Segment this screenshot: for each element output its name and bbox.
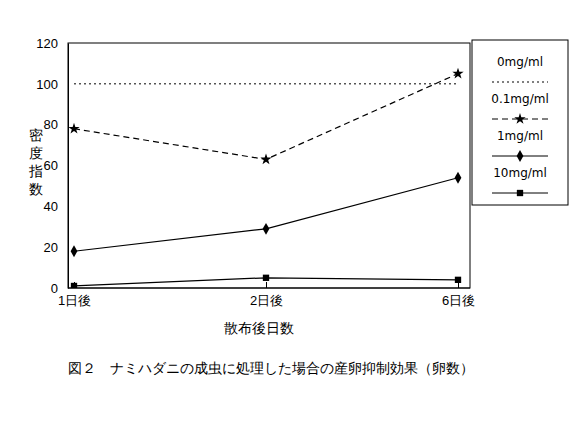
series-line	[74, 74, 458, 160]
series-marker	[263, 275, 269, 281]
x-tick-label: 1日後	[58, 293, 91, 308]
x-axis: 1日後 2日後 6日後	[58, 282, 475, 308]
series-point	[265, 83, 266, 84]
y-tick-label: 60	[44, 158, 58, 173]
y-axis-title: 密度指数	[28, 127, 43, 197]
series-marker	[71, 283, 77, 288]
series-marker	[452, 68, 463, 79]
chart: 0204060801001201日後2日後6日後0mg/ml0.1mg/ml1m…	[0, 0, 577, 442]
y-tick-label: 20	[44, 240, 58, 255]
y-tick-label: 120	[36, 36, 58, 51]
series-line	[74, 178, 458, 252]
y-tick-label: 40	[44, 199, 58, 214]
legend-marker	[517, 190, 523, 196]
series-marker	[68, 123, 79, 134]
legend-marker	[517, 150, 524, 162]
x-axis-title: 散布後日数	[224, 320, 294, 336]
series-point	[457, 83, 458, 84]
legend-line	[492, 82, 548, 83]
series-marker	[263, 223, 270, 235]
x-tick-label: 2日後	[250, 293, 283, 308]
y-tick: 80	[44, 117, 68, 132]
legend-label: 0.1mg/ml	[491, 92, 548, 106]
y-tick: 60	[44, 158, 68, 173]
x-tick: 2日後	[250, 282, 283, 308]
y-tick: 120	[36, 36, 68, 51]
legend-marker	[514, 113, 525, 124]
series-marker	[260, 153, 271, 164]
y-tick-label: 100	[36, 76, 58, 91]
legend-label: 1mg/ml	[497, 129, 543, 143]
plot-frame	[68, 43, 470, 288]
legend-box	[472, 40, 568, 205]
x-tick-label: 6日後	[442, 293, 475, 308]
legend-label: 10mg/ml	[493, 166, 547, 180]
series-marker	[455, 277, 461, 283]
series-marker	[71, 245, 78, 257]
series-point	[73, 83, 74, 84]
y-tick-label: 80	[44, 117, 58, 132]
series-marker	[455, 172, 462, 184]
y-tick: 40	[44, 199, 68, 214]
x-tick-mark	[266, 282, 267, 288]
plot-area	[68, 68, 463, 288]
legend-label: 0mg/ml	[497, 55, 543, 69]
series-line	[74, 83, 458, 84]
y-tick: 100	[36, 76, 68, 91]
y-tick: 20	[44, 240, 68, 255]
legend: 0mg/ml 0.1mg/ml 1mg/ml 10mg/ml	[472, 40, 568, 205]
caption: 図２ ナミハダニの成虫に処理した場合の産卵抑制効果（卵数）	[68, 360, 474, 376]
